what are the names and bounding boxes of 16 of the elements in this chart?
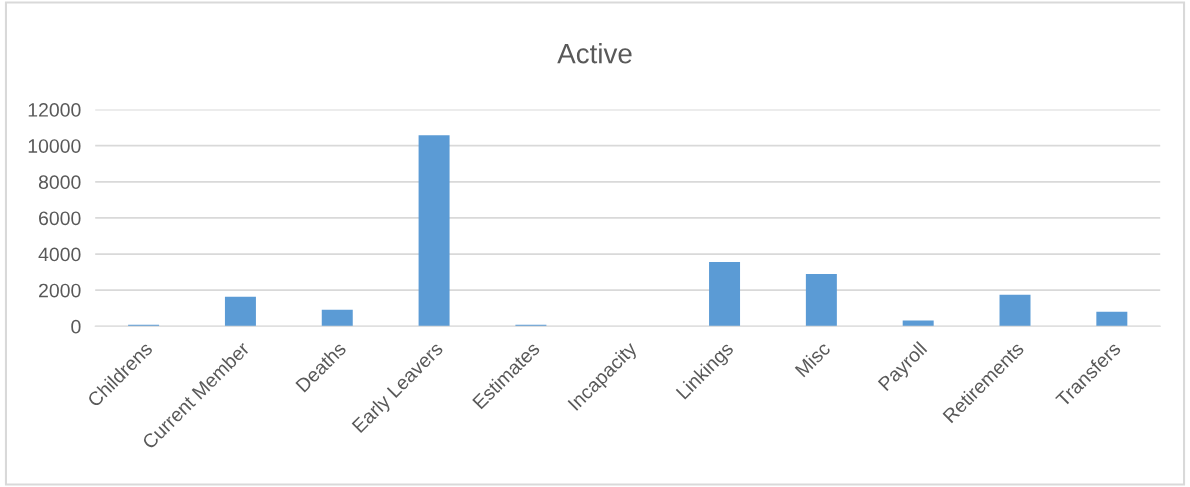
y-tick-label: 8000 — [38, 175, 81, 190]
y-tick-label: 2000 — [39, 283, 81, 298]
x-tick-label: Misc — [794, 340, 832, 378]
bar — [321, 309, 353, 327]
y-tick-label: 0 — [71, 319, 81, 334]
chart-title: Active — [557, 43, 632, 64]
bar — [805, 273, 837, 327]
bar — [1096, 311, 1128, 327]
bar — [709, 262, 741, 327]
bar — [999, 294, 1031, 327]
y-tick-label: 12000 — [28, 103, 81, 117]
y-tick-label: 10000 — [28, 139, 81, 153]
bar — [224, 296, 256, 327]
y-tick-label: 6000 — [39, 211, 81, 226]
bar — [418, 135, 450, 327]
y-tick-label: 4000 — [38, 247, 81, 262]
